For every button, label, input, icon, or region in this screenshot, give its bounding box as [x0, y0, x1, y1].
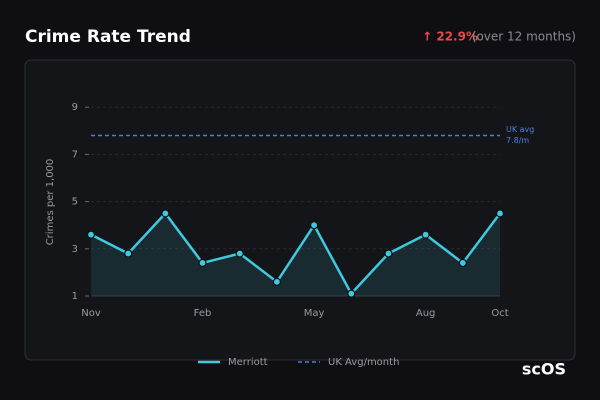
point — [384, 249, 393, 258]
logo: scOS — [522, 360, 566, 379]
legend-label: Merriott — [228, 357, 268, 368]
y-tick-label: 7 — [72, 149, 78, 160]
point — [235, 249, 244, 258]
y-tick-label: 3 — [72, 244, 78, 255]
point — [458, 258, 467, 268]
title: Crime Rate Trend — [25, 27, 191, 47]
point — [347, 289, 356, 298]
point — [124, 249, 133, 258]
x-tick-label: Nov — [81, 308, 101, 319]
y-axis-label: Crimes per 1,000 — [45, 159, 56, 246]
x-tick-label: Oct — [491, 308, 508, 319]
legend-label: UK Avg/month — [328, 357, 399, 368]
point — [495, 209, 505, 218]
x-tick-label: Aug — [416, 308, 436, 319]
y-tick-label: 1 — [72, 291, 78, 302]
x-tick-label: May — [304, 308, 325, 319]
point — [161, 209, 170, 218]
point — [198, 258, 207, 268]
point — [86, 230, 96, 239]
reference-label: UK avg — [506, 125, 534, 134]
reference-value-label: 7.8/m — [506, 136, 529, 145]
period: (over 12 months) — [472, 30, 576, 44]
point — [421, 230, 430, 239]
x-tick-label: Feb — [194, 308, 212, 319]
line — [90, 212, 501, 295]
point — [272, 277, 282, 286]
y-tick-label: 9 — [72, 102, 78, 113]
point — [309, 221, 319, 230]
change: ↑ 22.9% — [422, 30, 478, 44]
y-tick-label: 5 — [72, 197, 78, 208]
